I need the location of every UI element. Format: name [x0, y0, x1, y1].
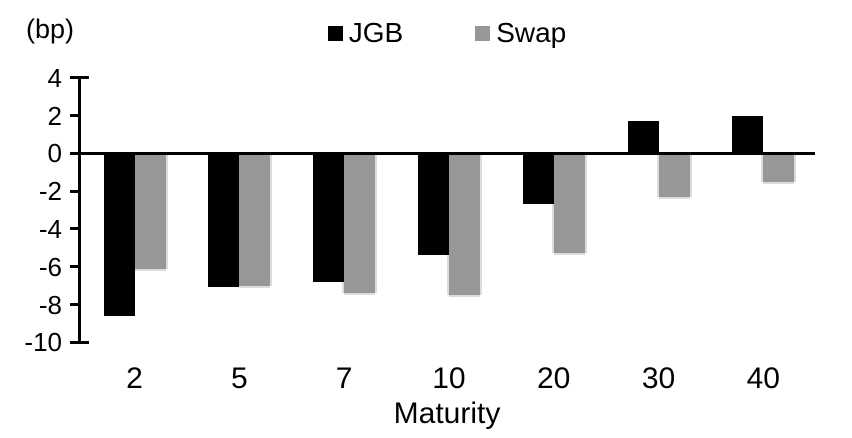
y-tick-label--10: -10 — [24, 327, 62, 358]
bar-jgb-5 — [208, 151, 240, 288]
y-tick-label-0: 0 — [47, 138, 62, 169]
bar-swap-30 — [658, 151, 690, 197]
x-tick-label-5: 5 — [230, 362, 248, 395]
y-tick-label-4: 4 — [47, 62, 62, 93]
y-tick-mark — [70, 265, 79, 269]
y-tick-label--6: -6 — [38, 251, 62, 282]
bar-jgb-20 — [522, 151, 554, 205]
bar-jgb-30 — [627, 121, 659, 155]
bar-swap-10 — [448, 151, 480, 296]
legend-label-swap: Swap — [496, 17, 567, 48]
bar-jgb-2 — [103, 151, 135, 316]
legend-item-swap: Swap — [475, 18, 566, 48]
x-axis-title: Maturity — [393, 397, 501, 430]
bar-swap-2 — [134, 151, 166, 269]
bar-jgb-40 — [732, 115, 764, 155]
y-tick-mark — [70, 151, 79, 155]
bar-jgb-10 — [417, 151, 449, 256]
bar-jgb-7 — [313, 151, 345, 282]
bar-swap-5 — [239, 151, 271, 286]
legend-swatch-jgb — [327, 25, 343, 41]
x-tick-label-10: 10 — [432, 362, 466, 395]
y-tick-label--8: -8 — [38, 289, 62, 320]
bar-swap-40 — [763, 151, 795, 182]
y-tick-mark — [70, 114, 79, 117]
bar-swap-20 — [553, 151, 585, 254]
bar-swap-7 — [344, 151, 376, 294]
x-tick-label-40: 40 — [746, 362, 780, 395]
y-axis-unit-label: (bp) — [26, 14, 75, 44]
y-axis-line — [78, 76, 81, 344]
x-tick-label-30: 30 — [641, 362, 676, 395]
zero-line — [78, 151, 815, 155]
legend-label-jgb: JGB — [348, 17, 404, 48]
x-tick-label-7: 7 — [335, 362, 353, 395]
y-tick-mark — [70, 189, 79, 193]
x-tick-label-2: 2 — [126, 362, 143, 395]
y-tick-label--4: -4 — [38, 213, 62, 244]
y-tick-label--2: -2 — [38, 176, 62, 207]
y-tick-mark — [70, 303, 79, 306]
y-tick-mark — [70, 227, 79, 231]
y-tick-label-2: 2 — [47, 100, 62, 131]
legend-item-jgb: JGB — [327, 17, 404, 48]
legend-swatch-swap — [475, 25, 491, 41]
x-tick-label-20: 20 — [537, 362, 571, 395]
chart-legend: JGB Swap — [79, 18, 815, 48]
